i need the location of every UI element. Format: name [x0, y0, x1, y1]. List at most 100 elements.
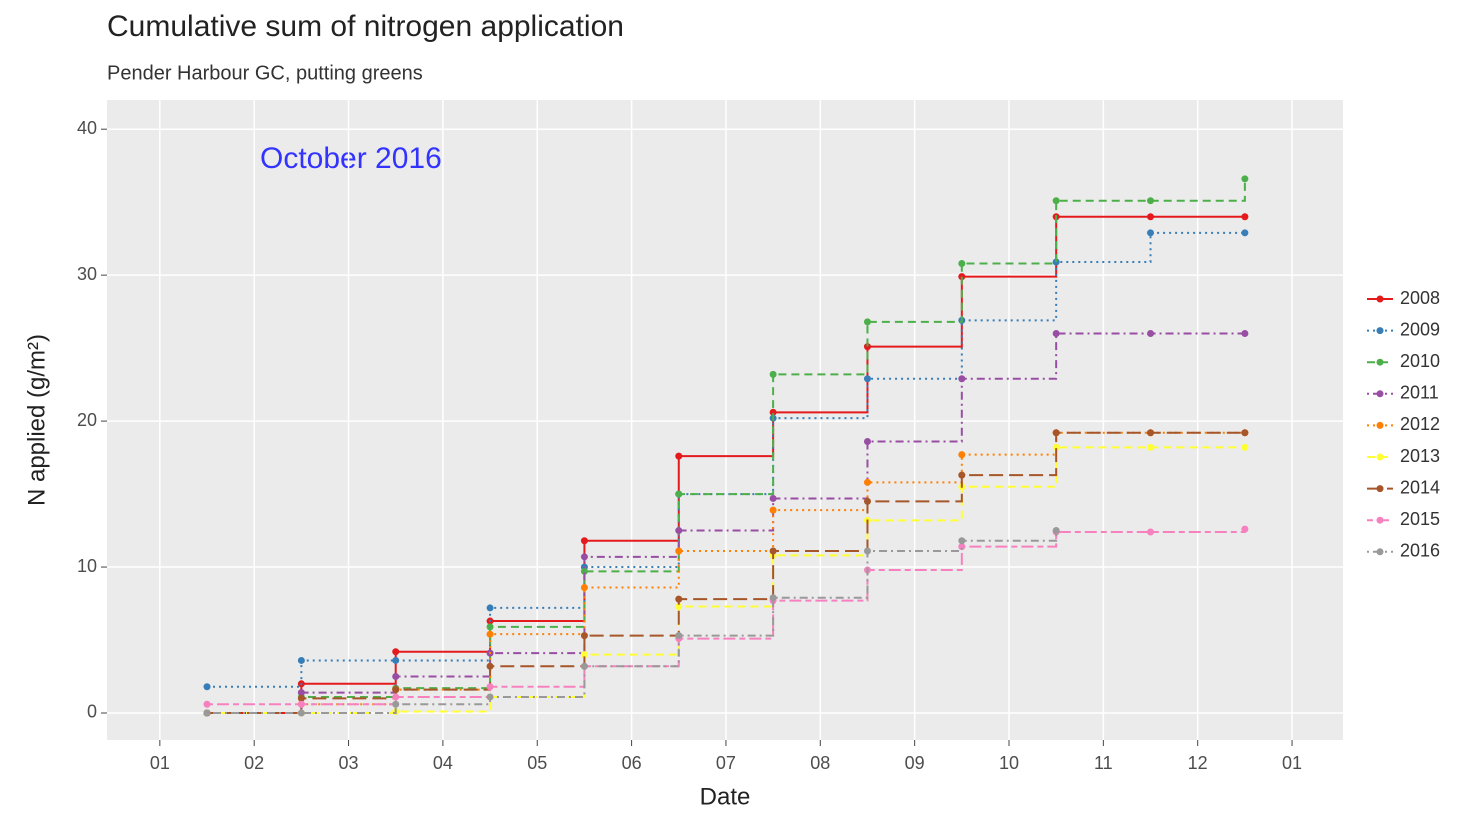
data-point [203, 700, 211, 708]
data-point [958, 543, 966, 551]
data-point [297, 694, 305, 702]
data-point [863, 343, 871, 351]
data-point [580, 651, 588, 659]
x-tick-label: 06 [622, 753, 642, 773]
legend-point [1376, 421, 1384, 429]
data-point [769, 370, 777, 378]
data-point [1147, 330, 1155, 338]
data-point [297, 700, 305, 708]
data-point [863, 497, 871, 505]
x-tick-label: 07 [716, 753, 736, 773]
chart-subtitle: Pender Harbour GC, putting greens [107, 62, 423, 84]
data-point [1147, 429, 1155, 437]
data-point [297, 709, 305, 717]
legend-point [1376, 327, 1384, 335]
data-point [392, 693, 400, 701]
data-point [1241, 330, 1249, 338]
data-point [203, 683, 211, 691]
legend-point [1376, 358, 1384, 366]
data-point [392, 686, 400, 694]
data-point [580, 583, 588, 591]
data-point [863, 438, 871, 446]
data-point [486, 683, 494, 691]
legend-label: 2014 [1400, 477, 1440, 497]
data-point [863, 547, 871, 555]
annotation: October 2016 [260, 142, 442, 175]
data-point [1052, 443, 1060, 451]
x-tick-label: 05 [527, 753, 547, 773]
y-tick-label: 30 [77, 264, 97, 284]
data-point [1241, 213, 1249, 221]
data-point [863, 375, 871, 383]
data-point [958, 273, 966, 281]
data-point [675, 632, 683, 640]
series-line [207, 530, 1058, 714]
plot-background [107, 100, 1343, 740]
y-tick-label: 0 [87, 702, 97, 722]
data-point [580, 662, 588, 670]
legend-label: 2011 [1400, 383, 1439, 403]
data-point [675, 595, 683, 603]
data-point [958, 451, 966, 459]
data-point [1241, 429, 1249, 437]
y-tick-label: 20 [77, 410, 97, 430]
data-point [863, 318, 871, 326]
data-point [675, 490, 683, 498]
data-point [1052, 330, 1060, 338]
series-line [207, 446, 1245, 714]
data-point [297, 689, 305, 697]
series-line [207, 529, 1246, 706]
chart-title: Cumulative sum of nitrogen application [107, 10, 624, 43]
legend-point [1376, 485, 1384, 493]
data-point [486, 693, 494, 701]
data-point [392, 673, 400, 681]
legend-label: 2012 [1400, 414, 1440, 434]
data-point [1147, 197, 1155, 205]
data-point [1052, 429, 1060, 437]
x-tick-label: 09 [905, 753, 925, 773]
data-point [580, 553, 588, 561]
data-point [580, 567, 588, 575]
data-point [1052, 527, 1060, 535]
data-point [769, 506, 777, 514]
data-point [1052, 197, 1060, 205]
x-tick-label: 02 [244, 753, 264, 773]
y-tick-label: 10 [77, 556, 97, 576]
data-point [203, 709, 211, 717]
data-point [392, 648, 400, 656]
data-point [486, 604, 494, 612]
x-tick-label: 08 [810, 753, 830, 773]
data-point [675, 602, 683, 610]
legend-label: 2010 [1400, 351, 1440, 371]
data-point [297, 656, 305, 664]
data-point [863, 478, 871, 486]
x-tick-label: 11 [1094, 753, 1113, 773]
data-point [769, 594, 777, 602]
x-axis-title: Date [700, 783, 751, 810]
legend-point [1376, 295, 1384, 303]
y-tick-label: 40 [77, 118, 97, 138]
legend-point [1376, 516, 1384, 524]
data-point [958, 471, 966, 479]
data-point [958, 259, 966, 267]
data-point [1241, 175, 1249, 183]
data-point [769, 494, 777, 502]
x-tick-label: 04 [433, 753, 453, 773]
data-point [958, 375, 966, 383]
x-tick-label: 12 [1188, 753, 1208, 773]
series-line [207, 231, 1245, 688]
data-point [1147, 443, 1155, 451]
legend-label: 2015 [1400, 509, 1440, 529]
data-point [675, 527, 683, 535]
data-point [1147, 528, 1155, 536]
data-point [1241, 229, 1249, 237]
x-tick-label: 10 [999, 753, 1019, 773]
legend-label: 2008 [1400, 288, 1440, 308]
data-point [580, 537, 588, 545]
legend-label: 2013 [1400, 446, 1440, 466]
data-point [1147, 229, 1155, 237]
x-tick-label: 03 [339, 753, 359, 773]
data-point [392, 656, 400, 664]
data-point [958, 537, 966, 545]
